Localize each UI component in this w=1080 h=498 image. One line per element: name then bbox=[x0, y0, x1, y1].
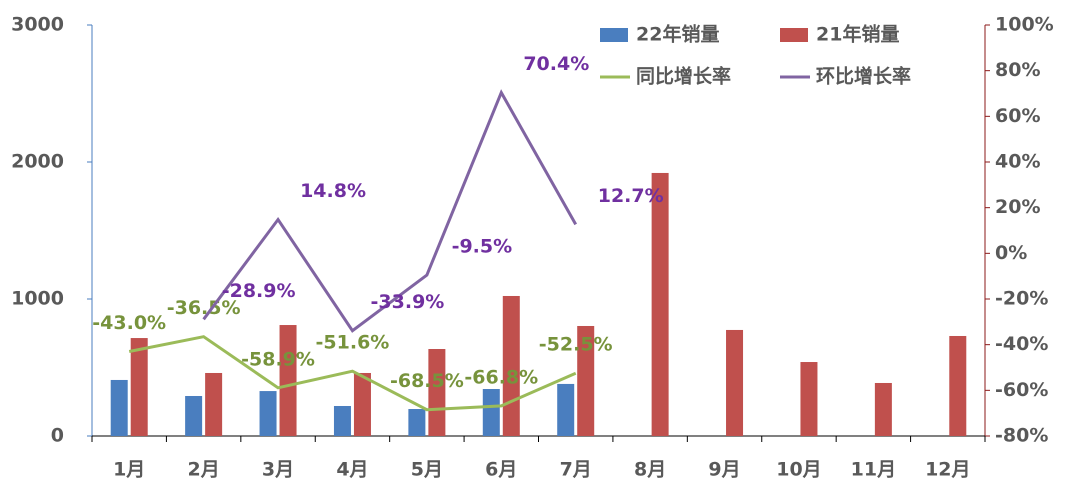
bar bbox=[949, 335, 967, 436]
legend-label: 21年销量 bbox=[816, 23, 899, 46]
bar bbox=[557, 383, 575, 436]
legend-label: 22年销量 bbox=[636, 23, 719, 46]
data-label: 12.7% bbox=[598, 185, 664, 207]
bar bbox=[353, 372, 371, 436]
bar bbox=[185, 395, 203, 436]
legend-swatch bbox=[600, 28, 628, 42]
x-tick-label: 5月 bbox=[411, 459, 443, 481]
x-tick-label: 9月 bbox=[708, 459, 740, 481]
x-tick-label: 7月 bbox=[560, 459, 592, 481]
bar bbox=[205, 372, 223, 436]
y-tick-label: 0 bbox=[51, 425, 64, 447]
y-tick-label: 3000 bbox=[11, 14, 64, 36]
data-label: -28.9% bbox=[222, 280, 296, 302]
bar bbox=[333, 405, 351, 436]
bar bbox=[577, 325, 595, 436]
bar bbox=[651, 172, 669, 436]
bar bbox=[130, 338, 148, 436]
x-tick-label: 1月 bbox=[113, 459, 145, 481]
bar bbox=[482, 389, 500, 436]
x-tick-label: 8月 bbox=[634, 459, 666, 481]
x-tick-label: 11月 bbox=[851, 459, 896, 481]
data-label: -43.0% bbox=[92, 312, 166, 334]
bar bbox=[428, 349, 446, 436]
legend-label: 同比增长率 bbox=[636, 65, 731, 88]
bar bbox=[800, 362, 818, 436]
data-label: -36.5% bbox=[167, 297, 241, 319]
y2-tick-label: -60% bbox=[995, 379, 1048, 401]
y2-tick-label: -40% bbox=[995, 333, 1048, 355]
y-tick-label: 1000 bbox=[11, 288, 64, 310]
x-tick-label: 3月 bbox=[262, 459, 294, 481]
bar bbox=[279, 325, 297, 436]
data-label: -66.8% bbox=[464, 366, 538, 388]
data-label: -51.6% bbox=[316, 332, 390, 354]
legend-label: 环比增长率 bbox=[816, 65, 911, 88]
x-tick-label: 10月 bbox=[776, 459, 821, 481]
x-tick-label: 2月 bbox=[188, 459, 220, 481]
y2-tick-label: 20% bbox=[995, 196, 1040, 218]
y2-tick-label: -20% bbox=[995, 288, 1048, 310]
bar bbox=[110, 379, 128, 436]
x-tick-label: 12月 bbox=[925, 459, 970, 481]
data-label: 70.4% bbox=[523, 53, 589, 75]
legend-swatch bbox=[780, 28, 808, 42]
x-tick-label: 4月 bbox=[336, 459, 368, 481]
y2-tick-label: 60% bbox=[995, 105, 1040, 127]
data-label: -68.5% bbox=[390, 370, 464, 392]
y-tick-label: 2000 bbox=[11, 151, 64, 173]
x-tick-label: 6月 bbox=[485, 459, 517, 481]
data-label: -9.5% bbox=[452, 236, 513, 258]
data-label: -33.9% bbox=[371, 291, 445, 313]
y2-tick-label: 100% bbox=[995, 14, 1054, 36]
y2-tick-label: -80% bbox=[995, 425, 1048, 447]
bar bbox=[726, 329, 744, 436]
data-label: -58.9% bbox=[241, 348, 315, 370]
line bbox=[128, 335, 577, 412]
y2-tick-label: 40% bbox=[995, 151, 1040, 173]
line bbox=[202, 89, 578, 333]
y2-tick-label: 80% bbox=[995, 59, 1040, 81]
bar bbox=[408, 409, 426, 436]
bar bbox=[259, 391, 277, 436]
bar bbox=[874, 382, 892, 436]
data-label: 14.8% bbox=[300, 180, 366, 202]
data-label: -52.5% bbox=[539, 334, 613, 356]
y2-tick-label: 0% bbox=[995, 242, 1027, 264]
